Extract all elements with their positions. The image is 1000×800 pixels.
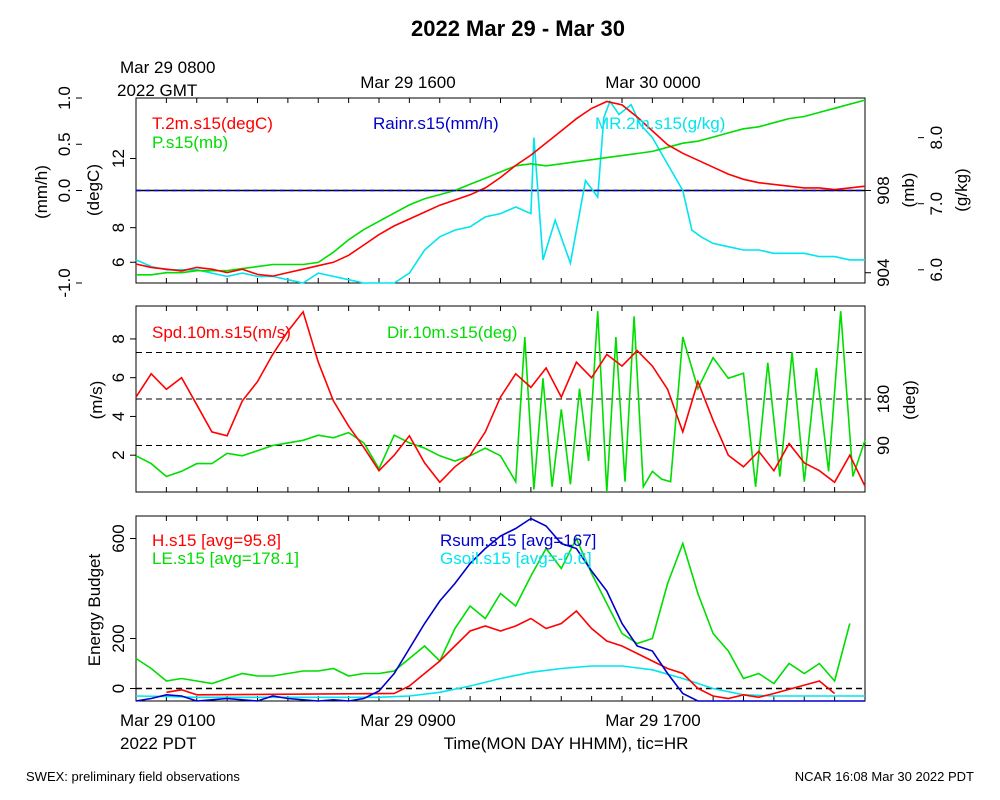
legend-wind-speed: Spd.10m.s15(m/s) <box>152 323 291 342</box>
series-net-radiation <box>135 517 865 702</box>
panel-temperature-pressure: -1.0 0.0 0.5 1.0 6 8 12 904 908 6.0 7.0 8.0 <box>55 86 946 297</box>
panel-wind: 2 4 6 8 90 180 <box>109 305 893 493</box>
legend-latent-heat: LE.s15 [avg=178.1] <box>152 549 299 568</box>
axis-label-rain: (mm/h) <box>32 165 51 219</box>
axis-label-pressure: (mb) <box>899 173 918 208</box>
axis-label-wind-direction: (deg) <box>900 380 919 420</box>
bottom-axis-tick-1: Mar 29 0900 <box>360 711 455 730</box>
mr-axis-tick-label: 7.0 <box>927 192 946 216</box>
series-wind-direction <box>135 311 866 493</box>
top-axis-first-line2: 2022 GMT <box>117 81 197 100</box>
rain-axis-tick-label: 1.0 <box>55 86 74 110</box>
rain-axis-tick-label: 0.5 <box>55 132 74 156</box>
legend-net-radiation: Rsum.s15 [avg=167] <box>440 531 596 550</box>
axis-label-temperature: (degC) <box>84 164 103 216</box>
top-axis-first-line1: Mar 29 0800 <box>120 58 215 77</box>
series-sensible-heat <box>166 609 836 700</box>
footer-right: NCAR 16:08 Mar 30 2022 PDT <box>795 769 974 784</box>
rain-axis-tick-label: 0.0 <box>55 179 74 203</box>
rain-axis-tick-label: -1.0 <box>55 268 74 297</box>
axis-label-mixing-ratio: (g/kg) <box>952 168 971 211</box>
energy-axis-tick-label: 200 <box>109 624 128 652</box>
spd-axis-tick-label: 8 <box>109 334 128 343</box>
bottom-axis-tick-2: Mar 29 1700 <box>605 711 700 730</box>
legend-pressure: P.s15(mb) <box>152 133 228 152</box>
series-temperature <box>135 100 866 277</box>
spd-axis-tick-label: 2 <box>109 450 128 459</box>
series-pressure <box>136 99 866 276</box>
spd-axis-tick-label: 6 <box>109 373 128 382</box>
series-wind-speed <box>135 310 866 487</box>
pres-axis-tick-label: 904 <box>874 259 893 287</box>
legend-rain-rate: Rainr.s15(mm/h) <box>373 114 499 133</box>
top-axis-tick-2: Mar 30 0000 <box>605 73 700 92</box>
mr-axis-tick-label: 6.0 <box>927 258 946 282</box>
panel-energy-budget: 0 200 600 <box>109 515 866 702</box>
axis-label-energy-budget: Energy Budget <box>85 553 104 666</box>
pres-axis-tick-label: 908 <box>874 176 893 204</box>
series-soil-heat <box>135 665 865 699</box>
temp-axis-tick-label: 6 <box>109 258 128 267</box>
top-axis-tick-1: Mar 29 1600 <box>360 73 455 92</box>
footer-left: SWEX: preliminary field observations <box>26 769 240 784</box>
legend-mixing-ratio: MR.2m.s15(g/kg) <box>595 114 725 133</box>
legend-sensible-heat: H.s15 [avg=95.8] <box>152 531 281 550</box>
x-axis-label: Time(MON DAY HHMM), tic=HR <box>444 734 689 753</box>
bottom-axis-first-line2: 2022 PDT <box>120 734 197 753</box>
axis-label-wind-speed: (m/s) <box>87 381 106 420</box>
energy-axis-tick-label: 0 <box>109 684 128 693</box>
legend-wind-direction: Dir.10m.s15(deg) <box>387 323 517 342</box>
temp-axis-tick-label: 12 <box>109 149 128 168</box>
chart-title: 2022 Mar 29 - Mar 30 <box>411 16 625 41</box>
legend-temperature: T.2m.s15(degC) <box>152 114 273 133</box>
dir-axis-tick-label: 180 <box>874 385 893 413</box>
legend-soil-heat: Gsoil.s15 [avg=-0.6] <box>440 549 592 568</box>
temp-axis-tick-label: 8 <box>109 223 128 232</box>
mr-axis-tick-label: 8.0 <box>927 126 946 150</box>
spd-axis-tick-label: 4 <box>109 412 128 421</box>
series-latent-heat <box>135 536 851 685</box>
dir-axis-tick-label: 90 <box>874 436 893 455</box>
bottom-axis-first-line1: Mar 29 0100 <box>120 711 215 730</box>
energy-axis-tick-label: 600 <box>109 524 128 552</box>
